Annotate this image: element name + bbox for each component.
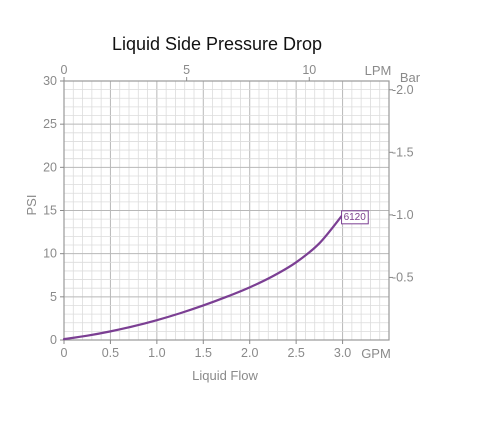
x-axis-tick-label: 2.5 [287, 346, 304, 360]
y-axis-title: PSI [24, 195, 39, 216]
axis-tick-labels: 0 0.5 1.0 1.5 2.0 2.5 3.0 0 5 10 15 20 25 30 0 5 10 -0.5 -… [43, 63, 413, 360]
y2-axis-tick-label: -1.5 [392, 145, 414, 159]
chart-title: Liquid Side Pressure Drop [112, 34, 322, 54]
x-axis-tick-label: 0.5 [102, 346, 119, 360]
y-axis-tick-label: 30 [43, 74, 57, 88]
series-label-box [341, 210, 369, 225]
chart-grid [63, 80, 390, 341]
series-group: 6120 [62, 210, 369, 341]
x2-axis-unit-lpm: LPM [365, 63, 392, 78]
y2-axis-tick-label: -2.0 [392, 83, 414, 97]
x2-axis-tick-label: 5 [183, 63, 190, 77]
y2-axis-tick-label: -0.5 [392, 270, 414, 284]
x-axis-tick-label: 1.0 [148, 346, 165, 360]
x-axis-title: Liquid Flow [192, 368, 258, 383]
y-axis-tick-label: 15 [43, 204, 57, 218]
x-axis-unit-gpm: GPM [361, 346, 391, 361]
y2-axis-tick-label: -1.0 [392, 208, 414, 222]
x-axis-tick-label: 3.0 [334, 346, 351, 360]
y-axis-tick-label: 20 [43, 160, 57, 174]
y-axis-tick-label: 10 [43, 247, 57, 261]
y-axis-tick-label: 0 [50, 333, 57, 347]
x-axis-tick-label: 1.5 [195, 346, 212, 360]
y-axis-tick-label: 5 [50, 290, 57, 304]
x2-axis-tick-label: 10 [302, 63, 316, 77]
x-axis-tick-label: 0 [61, 346, 68, 360]
series-line-6120 [62, 213, 344, 341]
series-label-6120: 6120 [344, 212, 367, 223]
axis-ticks [60, 77, 393, 344]
x2-axis-tick-label: 0 [61, 63, 68, 77]
y2-axis-unit-bar: Bar [400, 70, 421, 85]
y-axis-tick-label: 25 [43, 117, 57, 131]
x-axis-tick-label: 2.0 [241, 346, 258, 360]
